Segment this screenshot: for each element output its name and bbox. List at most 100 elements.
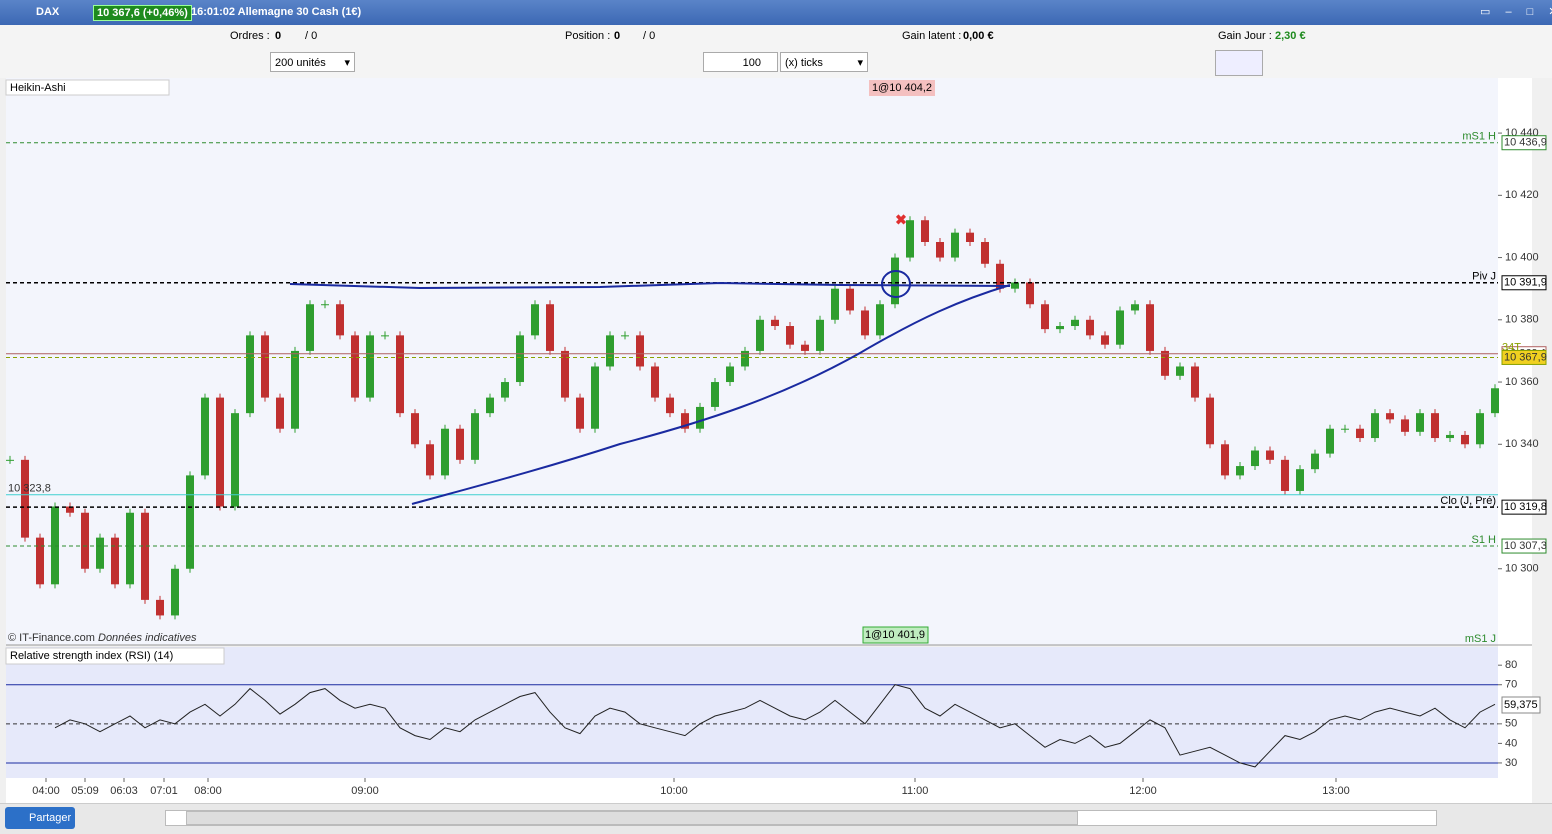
candle (81, 512, 89, 569)
candle (1416, 413, 1424, 432)
candle (1026, 282, 1034, 305)
candle (1311, 453, 1319, 470)
candle (1326, 428, 1334, 454)
level-name: mS1 J (1465, 633, 1496, 645)
position-label: Position : (565, 30, 611, 42)
candle (996, 263, 1004, 289)
disclaimer: Données indicatives (98, 632, 197, 644)
scrollbar[interactable] (165, 810, 1437, 826)
candle (561, 350, 569, 398)
candle (606, 335, 614, 367)
y-tick-label: 10 340 (1505, 438, 1539, 450)
candle (1041, 304, 1049, 330)
y-tick-label: 10 360 (1505, 376, 1539, 388)
candle (171, 568, 179, 616)
candle (831, 288, 839, 320)
rsi-line (54, 684, 1496, 768)
candle (1341, 428, 1349, 430)
x-tick-label: 11:00 (902, 785, 929, 797)
candle (546, 304, 554, 351)
y-tick-label: 50 (1505, 718, 1517, 730)
ticks-select[interactable]: (x) ticks ▾ (780, 52, 868, 72)
candle (1146, 304, 1154, 351)
candle (1386, 413, 1394, 420)
candle (651, 366, 659, 398)
candle (201, 397, 209, 476)
share-label: Partager (29, 812, 72, 824)
candle (621, 335, 629, 337)
candle (891, 257, 899, 305)
candle (126, 512, 134, 585)
candle (441, 428, 449, 476)
symbol[interactable]: DAX (36, 6, 60, 18)
candle (576, 397, 584, 429)
candle (276, 397, 284, 429)
candle (291, 350, 299, 429)
candle (1206, 397, 1214, 445)
candle (516, 335, 524, 383)
x-tick-label: 05:09 (71, 785, 99, 797)
share-button[interactable]: Partager (5, 807, 75, 829)
scroll-thumb[interactable] (186, 811, 1078, 825)
candle (981, 242, 989, 264)
candle (861, 310, 869, 336)
chart-type-button[interactable] (1215, 50, 1263, 76)
candle (771, 319, 779, 327)
candle (846, 288, 854, 311)
level-label: 10 436,9 (1504, 137, 1547, 149)
level-label: 10 323,8 (8, 483, 51, 495)
candle (906, 220, 914, 258)
order-top: 1@10 404,2 (872, 82, 932, 94)
candle (756, 319, 764, 351)
y-tick-label: 10 300 (1505, 563, 1539, 575)
window-controls[interactable]: ▭ – □ ✕ (1480, 6, 1552, 18)
day-value: 2,30 € (1275, 30, 1306, 42)
y-tick-label: 40 (1505, 737, 1517, 749)
candle (306, 304, 314, 351)
candle (636, 335, 644, 367)
rsi-title: Relative strength index (RSI) (14) (10, 650, 173, 662)
candle (1296, 469, 1304, 491)
level-box (1501, 275, 1547, 291)
candle (591, 366, 599, 429)
indicator-header (5, 79, 170, 96)
y-tick-label: 30 (1505, 757, 1517, 769)
orders-label: Ordres : (230, 30, 270, 42)
position-value: 0 (614, 30, 621, 42)
level-box (1501, 135, 1547, 151)
copyright: © IT-Finance.com (8, 632, 95, 644)
candle (1401, 419, 1409, 432)
y-tick-label: 10 380 (1505, 314, 1539, 326)
candle (711, 382, 719, 407)
y-tick-label: 70 (1505, 679, 1517, 691)
candle (786, 326, 794, 345)
candle (1116, 310, 1124, 345)
order-bottom-box (862, 626, 929, 644)
candle (261, 335, 269, 398)
candle (1251, 450, 1259, 467)
candle (66, 506, 74, 513)
candle (1461, 434, 1469, 445)
x-tick-label: 06:03 (110, 785, 138, 797)
candle (1161, 350, 1169, 376)
candle (336, 304, 344, 336)
units-select[interactable]: 200 unités ▾ (270, 52, 355, 72)
rsi-panel (6, 647, 1498, 778)
rsi-header (5, 647, 225, 665)
candle (1266, 450, 1274, 460)
candle (351, 335, 359, 398)
candle (1371, 413, 1379, 439)
candle (96, 537, 104, 569)
rsi-last: 59,375 (1504, 699, 1538, 711)
candle (1221, 444, 1229, 476)
day-label: Gain Jour : (1218, 30, 1272, 42)
level-label: 10 391,9 (1504, 277, 1547, 289)
candle (1101, 335, 1109, 345)
level-label: 10 307,3 (1504, 540, 1547, 552)
orders-total: / 0 (305, 30, 318, 42)
ticks-input[interactable]: 100 (703, 52, 778, 72)
position-total: / 0 (643, 30, 656, 42)
orders-value: 0 (275, 30, 282, 42)
order-top-box (869, 80, 935, 96)
